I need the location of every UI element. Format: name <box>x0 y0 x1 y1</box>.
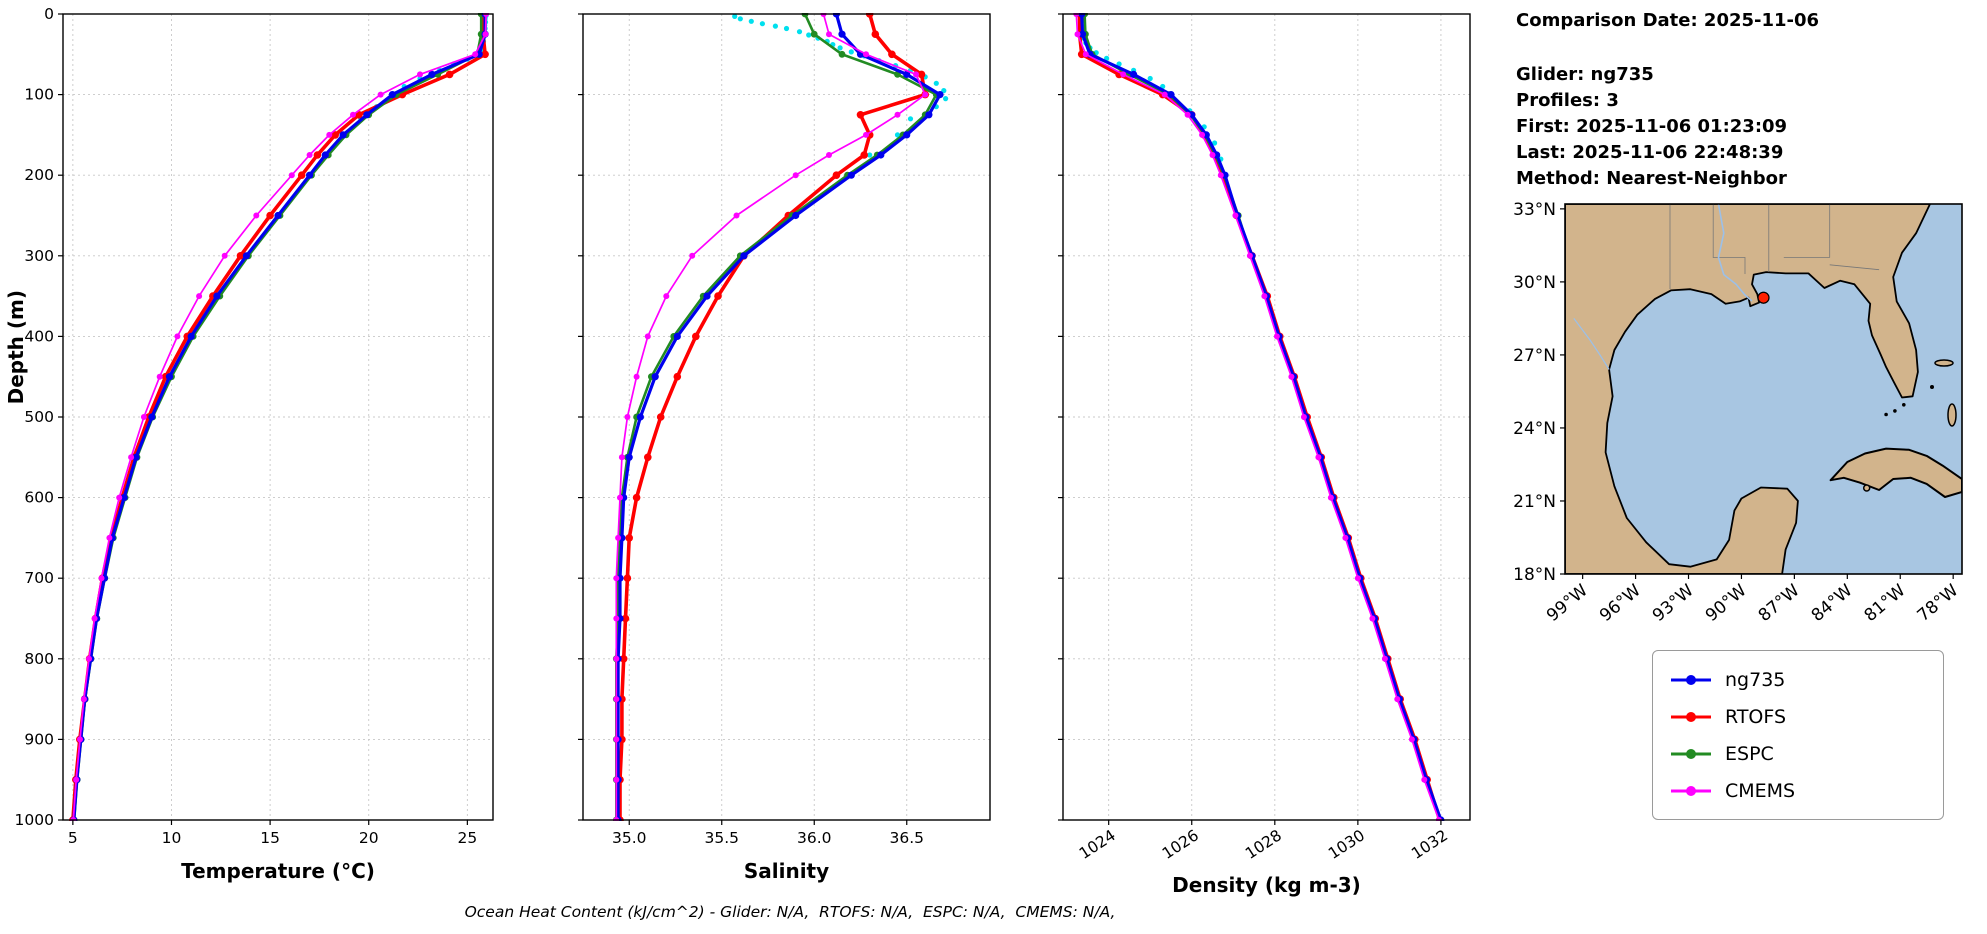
svg-text:200: 200 <box>24 166 54 184</box>
land-florida-keys <box>1902 403 1906 407</box>
info-line-last: Last: 2025-11-06 22:48:39 <box>1516 142 1784 163</box>
legend-line-icon <box>1671 674 1711 685</box>
svg-text:24°N: 24°N <box>1513 419 1556 439</box>
info-line-first: First: 2025-11-06 01:23:09 <box>1516 116 1788 137</box>
svg-text:81°W: 81°W <box>1861 580 1910 626</box>
svg-text:36.5: 36.5 <box>889 829 924 847</box>
comparison-date: Comparison Date: 2025-11-06 <box>1516 10 1820 31</box>
land-florida-keys <box>1893 409 1897 413</box>
state-borders <box>1669 204 1880 289</box>
svg-text:21°N: 21°N <box>1513 492 1556 512</box>
svg-text:1028: 1028 <box>1242 826 1285 863</box>
legend-label: ESPC <box>1725 742 1774 765</box>
temperature-profile-plot: 5 10 15 20 25 0 100 200 300 400 500 600 700 800 900 100… <box>15 5 494 883</box>
info-line-glider: Glider: ng735 <box>1516 64 1654 85</box>
legend-item: ng735 <box>1669 661 1927 698</box>
land-isle-of-youth <box>1862 484 1871 492</box>
legend-line-icon <box>1671 711 1711 722</box>
info-panel: Comparison Date: 2025-11-06 Glider: ng73… <box>1516 8 1819 192</box>
info-line-profiles: Profiles: 3 <box>1516 90 1619 111</box>
svg-text:100: 100 <box>24 86 54 104</box>
svg-text:93°W: 93°W <box>1649 580 1698 626</box>
map-frame <box>1564 203 1963 575</box>
svg-text:99°W: 99°W <box>1543 580 1592 626</box>
svg-text:Salinity: Salinity <box>744 859 829 883</box>
legend-line-icon <box>1671 748 1711 759</box>
svg-text:1026: 1026 <box>1159 826 1202 863</box>
map-gulf-of-mexico: 33°N 30°N 27°N 24°N 21°N 18°N 99°W 96°W 93°W 90°W… <box>1495 200 1987 659</box>
svg-text:500: 500 <box>24 408 54 426</box>
land-cuba <box>1829 447 1962 498</box>
svg-text:78°W: 78°W <box>1914 580 1963 626</box>
land-grand-bahama <box>1934 359 1954 367</box>
legend-label: CMEMS <box>1725 779 1796 802</box>
map-land <box>1565 204 1962 574</box>
rio-grande-river <box>1573 318 1610 370</box>
svg-text:600: 600 <box>24 489 54 507</box>
svg-text:300: 300 <box>24 247 54 265</box>
svg-text:36.0: 36.0 <box>797 829 832 847</box>
svg-text:1000: 1000 <box>15 811 54 829</box>
svg-text:1032: 1032 <box>1408 826 1451 863</box>
svg-text:35.5: 35.5 <box>704 829 739 847</box>
svg-text:30°N: 30°N <box>1513 273 1556 293</box>
svg-text:87°W: 87°W <box>1755 580 1804 626</box>
glider-position-marker <box>1757 291 1770 304</box>
legend-line-icon <box>1671 785 1711 796</box>
svg-text:Temperature (°C): Temperature (°C) <box>181 859 375 883</box>
svg-text:700: 700 <box>24 569 54 587</box>
svg-text:25: 25 <box>457 829 477 847</box>
svg-text:18°N: 18°N <box>1513 565 1556 585</box>
svg-text:900: 900 <box>24 730 54 748</box>
density-profile-plot: 1024 1026 1028 1030 1032 Density (kg m-3) <box>1058 13 1471 897</box>
svg-text:10: 10 <box>162 829 182 847</box>
legend-item: ESPC <box>1669 735 1927 772</box>
svg-text:Density (kg m-3): Density (kg m-3) <box>1172 873 1361 897</box>
svg-text:33°N: 33°N <box>1513 200 1556 220</box>
svg-text:5: 5 <box>68 829 78 847</box>
land-north-america <box>1565 204 1931 574</box>
info-line-method: Method: Nearest-Neighbor <box>1516 168 1787 189</box>
legend-item: RTOFS <box>1669 698 1927 735</box>
svg-text:15: 15 <box>260 829 280 847</box>
svg-text:35.0: 35.0 <box>612 829 647 847</box>
salinity-profile-plot: 35.0 35.5 36.0 36.5 Salinity <box>578 13 991 883</box>
svg-text:0: 0 <box>44 5 54 23</box>
mississippi-river <box>1717 204 1753 302</box>
svg-text:84°W: 84°W <box>1808 580 1857 626</box>
ocean-heat-content-caption: Ocean Heat Content (kJ/cm^2) - Glider: N… <box>464 903 1116 921</box>
legend-label: ng735 <box>1725 668 1786 691</box>
land-bimini <box>1930 385 1934 389</box>
svg-text:20: 20 <box>359 829 379 847</box>
land-florida-keys <box>1884 412 1888 417</box>
svg-text:1024: 1024 <box>1076 826 1119 863</box>
legend-label: RTOFS <box>1725 705 1787 728</box>
legend: ng735 RTOFS ESPC CMEMS <box>1652 650 1944 820</box>
svg-text:800: 800 <box>24 650 54 668</box>
svg-text:96°W: 96°W <box>1596 580 1645 626</box>
svg-text:90°W: 90°W <box>1702 580 1751 626</box>
svg-text:27°N: 27°N <box>1513 346 1556 366</box>
legend-item: CMEMS <box>1669 772 1927 809</box>
land-andros <box>1947 403 1957 427</box>
svg-text:400: 400 <box>24 327 54 345</box>
svg-text:1030: 1030 <box>1325 826 1368 863</box>
